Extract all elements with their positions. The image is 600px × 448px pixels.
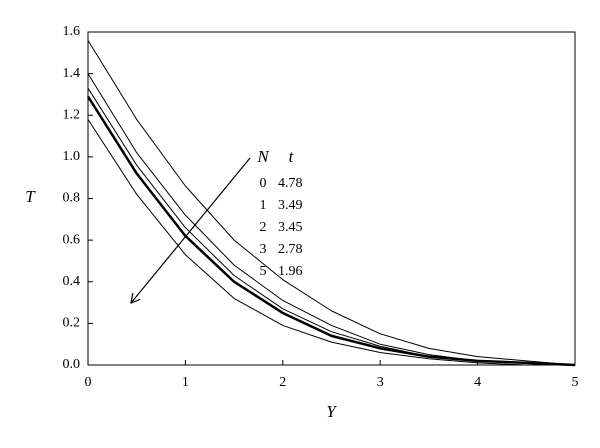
x-tick-label: 3 bbox=[377, 375, 384, 390]
y-tick-label: 1.6 bbox=[63, 24, 81, 39]
x-tick-label: 5 bbox=[572, 375, 579, 390]
data-line bbox=[86, 95, 576, 367]
legend-header: N bbox=[256, 147, 270, 166]
data-line bbox=[87, 73, 576, 366]
x-tick-label: 1 bbox=[182, 375, 189, 390]
legend-cell: 4.78 bbox=[278, 176, 303, 191]
legend-cell: 3.45 bbox=[278, 220, 303, 235]
y-tick-label: 0.2 bbox=[63, 316, 81, 331]
x-axis-label: Y bbox=[326, 402, 337, 421]
y-tick-label: 1.2 bbox=[63, 107, 81, 122]
x-tick-label: 0 bbox=[85, 375, 92, 390]
y-axis-label: T bbox=[25, 187, 36, 206]
data-line bbox=[87, 87, 576, 366]
legend-cell: 3 bbox=[260, 242, 267, 257]
legend-cell: 0 bbox=[260, 176, 267, 191]
y-tick-label: 1.0 bbox=[63, 149, 81, 164]
data-line bbox=[87, 40, 576, 366]
legend-header: t bbox=[289, 147, 295, 166]
y-tick-label: 0.6 bbox=[63, 232, 81, 247]
x-tick-label: 4 bbox=[474, 375, 481, 390]
x-tick-label: 2 bbox=[279, 375, 286, 390]
data-line bbox=[87, 119, 575, 366]
y-tick-label: 0.8 bbox=[63, 191, 81, 206]
trend-arrow bbox=[131, 157, 251, 303]
y-tick-label: 0.0 bbox=[63, 357, 81, 372]
legend-cell: 2 bbox=[260, 220, 267, 235]
y-tick-label: 1.4 bbox=[63, 66, 81, 81]
legend-cell: 1 bbox=[260, 198, 267, 213]
legend-cell: 2.78 bbox=[278, 242, 303, 257]
legend-cell: 3.49 bbox=[278, 198, 303, 213]
legend-cell: 5 bbox=[260, 264, 267, 279]
plot-frame bbox=[87, 31, 576, 366]
legend-cell: 1.96 bbox=[278, 264, 303, 279]
y-tick-label: 0.4 bbox=[63, 274, 81, 289]
